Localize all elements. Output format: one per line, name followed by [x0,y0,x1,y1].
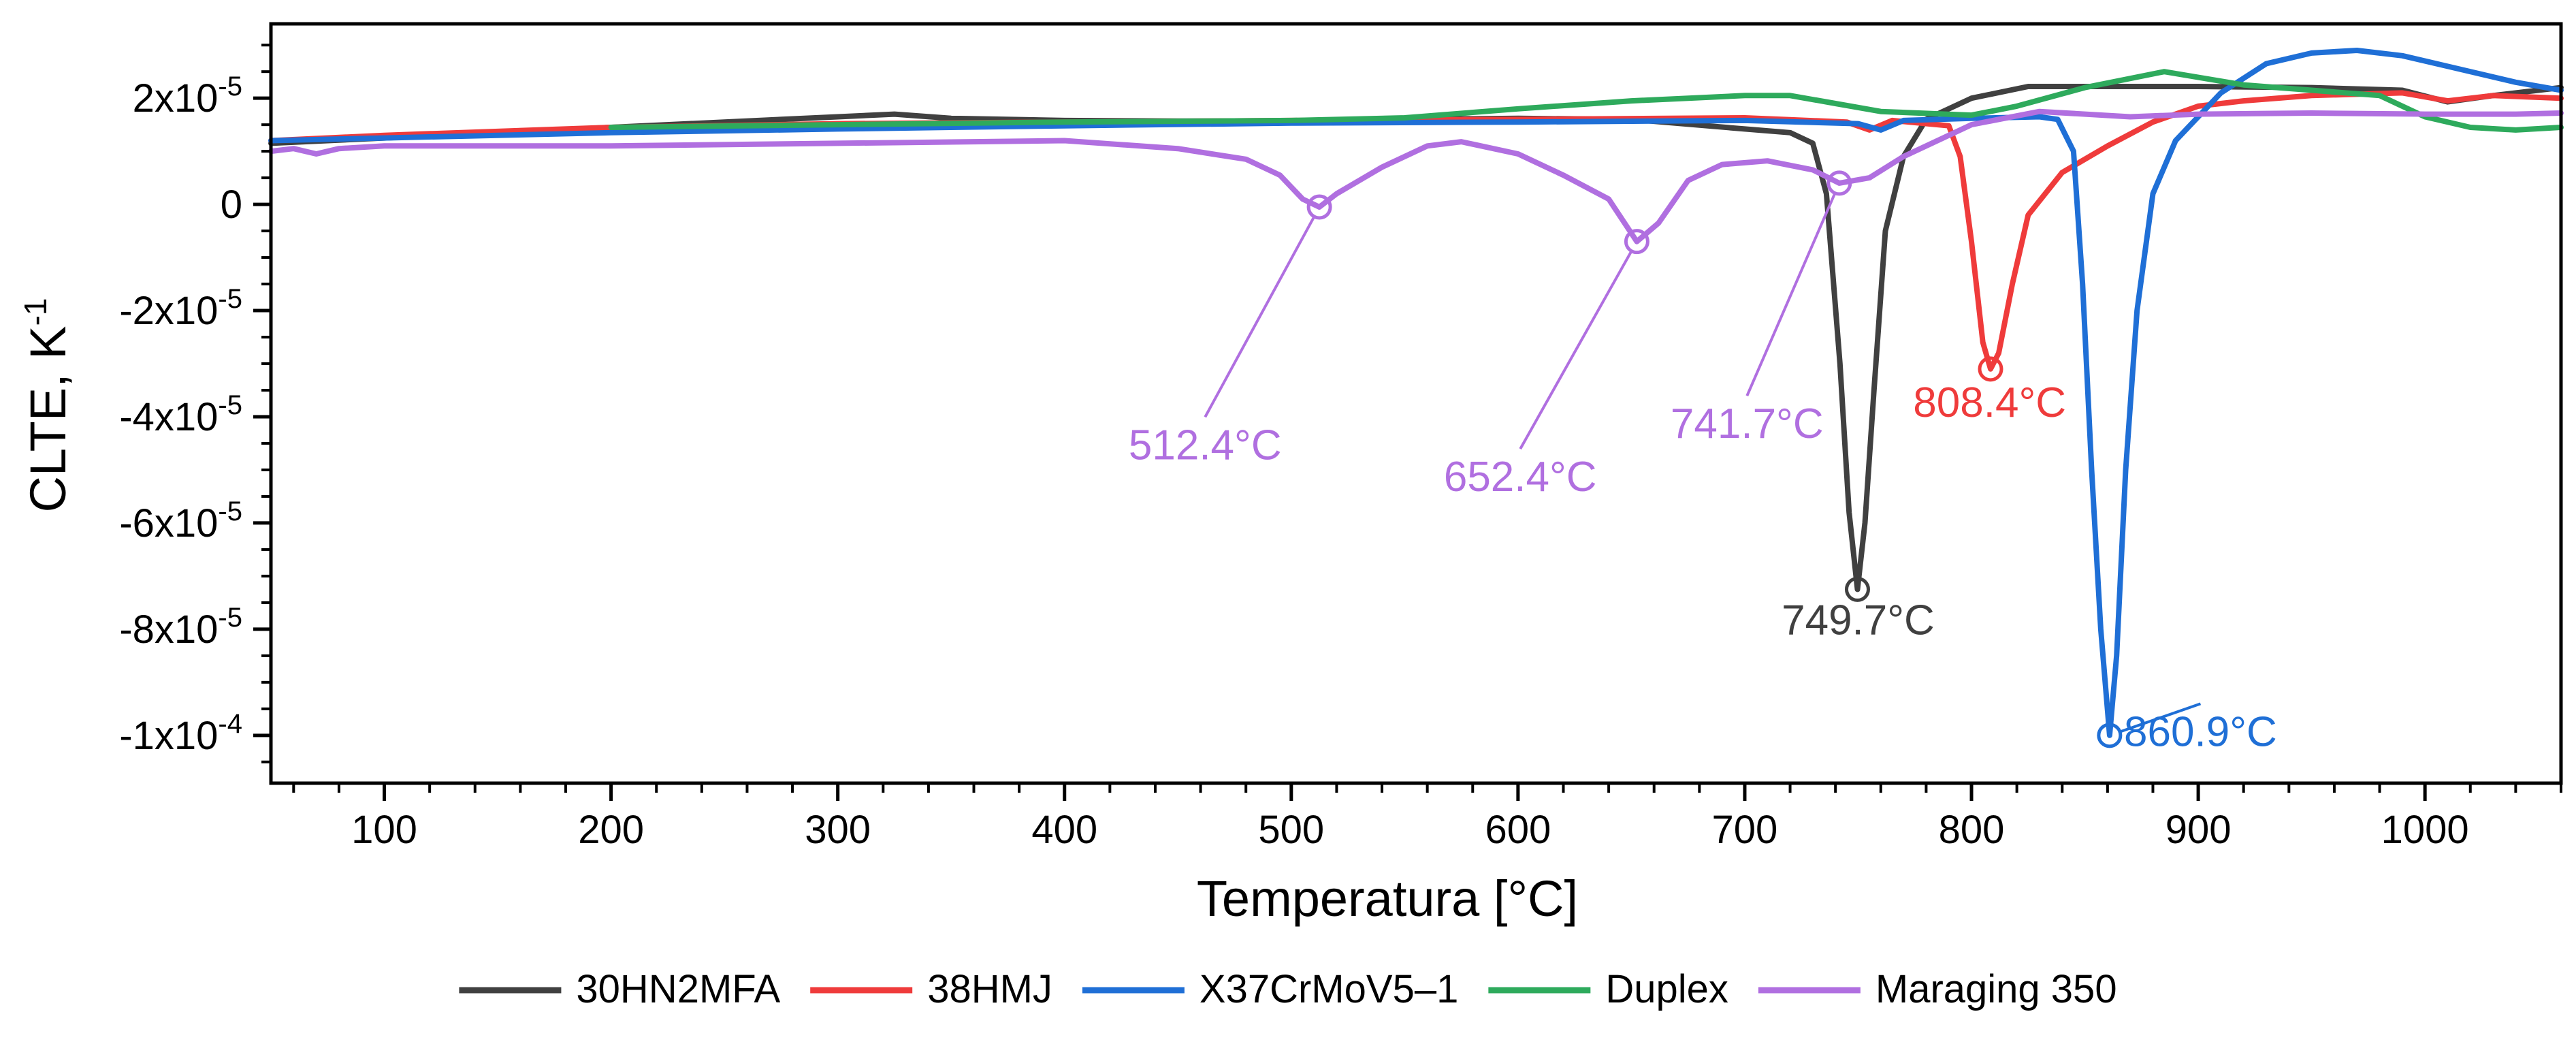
legend-label-4: Maraging 350 [1875,967,2117,1011]
legend-label-2: X37CrMoV5–1 [1200,967,1458,1011]
svg-text:CLTE, K-1: CLTE, K-1 [18,298,76,512]
annotation-label-3: 808.4°C [1913,379,2066,426]
annotation-label-2: 741.7°C [1671,400,1824,447]
x-tick-label-4: 500 [1258,808,1324,852]
annotation-leader-5 [2120,702,2202,733]
y-tick-label-1: 0 [221,183,242,227]
y-axis-title: CLTE, K-1 [18,298,76,512]
annotation-marker-2 [1826,170,1852,196]
x-tick-label-5: 600 [1485,808,1551,852]
series-layer [268,48,2564,738]
plot-frame [269,22,2563,785]
x-tick-label-0: 100 [351,808,417,852]
x-tick-label-7: 800 [1939,808,2005,852]
y-tick-label-3: -4x10-5 [119,390,242,439]
annotation-label-4: 749.7°C [1782,597,1935,644]
annotation-marker-1 [1624,229,1649,255]
annotation-leader-1 [1519,251,1632,450]
y-tick-label-2: -2x10-5 [119,284,242,333]
annotation-label-5: 860.9°C [2124,708,2277,755]
series-line-2 [268,48,2564,738]
x-axis-title: Temperatura [°C] [1197,870,1578,927]
annotation-leader-2 [1745,193,1836,396]
annotation-layer: 512.4°C 652.4°C 741.7°C 808.4°C 749.7°C 860.9… [1129,170,2277,755]
annotation-leader-0 [1204,216,1315,418]
legend-label-3: Duplex [1605,967,1728,1011]
annotation-label-0: 512.4°C [1129,422,1282,469]
x-tick-label-8: 900 [2166,808,2232,852]
y-tick-label-6: -1x10-4 [119,709,242,758]
x-tick-label-6: 700 [1712,808,1778,852]
legend-label-0: 30HN2MFA [576,967,780,1011]
annotation-marker-5 [2097,723,2123,748]
y-axis-title-text: CLTE, K [20,326,76,512]
series-line-3 [608,69,2564,133]
annotation-marker-4 [1844,576,1870,602]
x-tick-label-3: 400 [1031,808,1097,852]
annotation-marker-0 [1306,194,1332,220]
x-tick-label-1: 200 [578,808,644,852]
y-tick-label-4: -6x10-5 [119,496,242,545]
annotation-label-1: 652.4°C [1444,454,1597,501]
axis-layer: 100 200 300 400 500 600 700 800 900 1000 2x10-5 0 -2… [119,44,2562,852]
x-tick-label-9: 1000 [2381,808,2469,852]
legend: 30HN2MFA 38HMJ X37CrMoV5–1 Duplex Maraging 3… [459,967,2117,1011]
y-tick-label-0: 2x10-5 [133,72,242,121]
legend-label-1: 38HMJ [927,967,1052,1011]
annotation-marker-3 [1978,356,2003,382]
series-line-4 [268,108,2564,244]
series-line-0 [268,84,2564,592]
y-tick-label-5: -8x10-5 [119,603,242,652]
y-axis-title-exponent: -1 [18,298,53,326]
x-tick-label-2: 300 [805,808,871,852]
